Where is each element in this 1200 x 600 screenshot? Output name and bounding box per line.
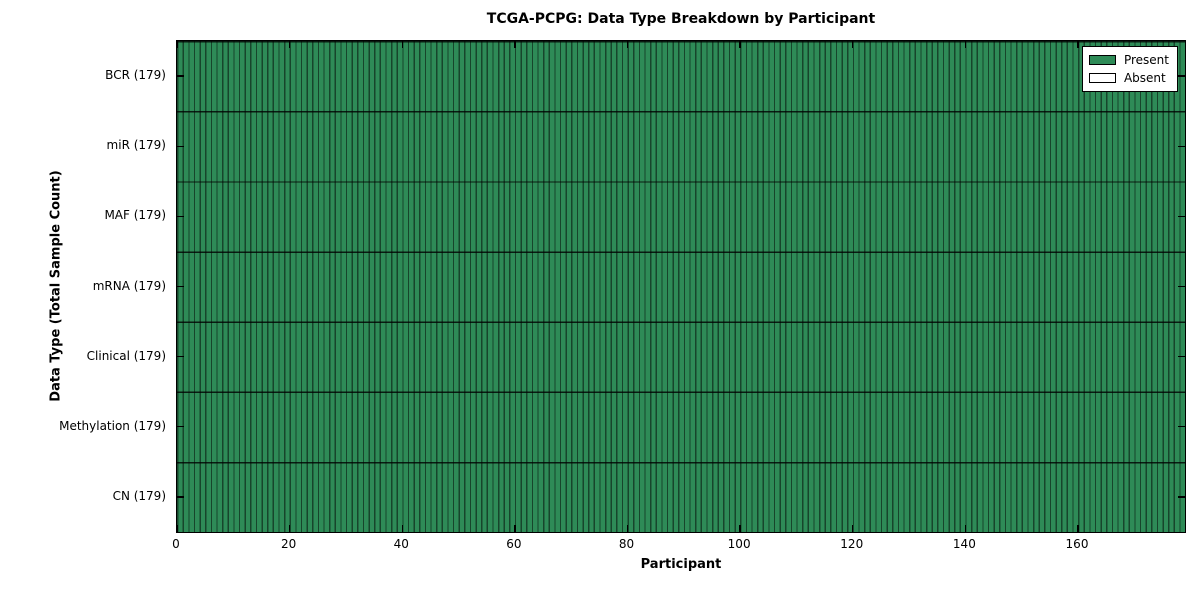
legend-swatch-absent (1088, 73, 1116, 83)
y-tick-mark (1178, 426, 1185, 428)
x-tick-mark (626, 41, 629, 48)
y-tick-mark (1178, 285, 1185, 288)
x-tick-label: 40 (393, 537, 409, 551)
x-tick-mark (1077, 41, 1079, 48)
x-tick-mark (964, 525, 967, 532)
y-tick-mark (1178, 145, 1185, 147)
x-tick-mark (1077, 525, 1079, 532)
x-tick-mark (739, 525, 741, 532)
x-tick-mark (626, 525, 629, 532)
x-tick-mark (852, 525, 854, 532)
legend-label: Absent (1123, 71, 1166, 85)
heatmap-cells (177, 41, 1185, 532)
x-tick-mark (514, 525, 516, 532)
x-tick-label: 160 (1065, 537, 1089, 551)
y-tick-label-maf: MAF (179) (104, 208, 166, 223)
legend-label: Present (1123, 53, 1169, 67)
chart-title: TCGA-PCPG: Data Type Breakdown by Partic… (486, 11, 876, 27)
y-tick-label-clinical: Clinical (179) (86, 348, 166, 363)
x-tick-mark (176, 525, 178, 532)
legend-item-absent: Absent (1088, 69, 1169, 87)
y-tick-label-cn: CN (179) (112, 488, 166, 503)
x-tick-label: 100 (727, 537, 751, 551)
legend-item-present: Present (1088, 51, 1169, 69)
x-tick-mark (514, 41, 516, 48)
y-tick-mark (177, 145, 184, 147)
x-tick-label: 0 (172, 537, 180, 551)
legend: Present Absent (1081, 46, 1178, 92)
x-tick-mark (852, 41, 854, 48)
x-tick-label: 120 (840, 537, 864, 551)
plot-area: Present Absent (176, 40, 1186, 533)
x-tick-label: 20 (280, 537, 297, 551)
x-tick-mark (288, 41, 291, 48)
y-tick-label-bcr: BCR (179) (105, 68, 166, 83)
x-tick-mark (176, 41, 178, 48)
y-tick-mark (177, 75, 184, 77)
x-tick-mark (739, 41, 741, 48)
y-tick-mark (1178, 496, 1185, 498)
y-tick-mark (177, 285, 184, 288)
y-tick-mark (1178, 75, 1185, 77)
y-tick-mark (177, 496, 184, 498)
x-axis-label: Participant (640, 557, 722, 572)
legend-swatch-present (1088, 55, 1116, 65)
y-tick-mark (1178, 355, 1185, 358)
y-tick-label-methylation: Methylation (179) (59, 418, 166, 433)
x-tick-label: 80 (618, 537, 635, 551)
x-tick-label: 140 (952, 537, 976, 551)
x-tick-mark (288, 525, 291, 532)
y-tick-label-mrna: mRNA (179) (92, 278, 166, 293)
y-tick-mark (177, 426, 184, 428)
y-tick-mark (177, 355, 184, 358)
y-tick-label-mir: miR (179) (106, 138, 166, 153)
y-tick-mark (1178, 215, 1185, 217)
x-tick-mark (964, 41, 967, 48)
x-tick-label: 60 (506, 537, 522, 551)
x-tick-mark (401, 525, 403, 532)
y-tick-mark (177, 215, 184, 217)
x-tick-mark (401, 41, 403, 48)
